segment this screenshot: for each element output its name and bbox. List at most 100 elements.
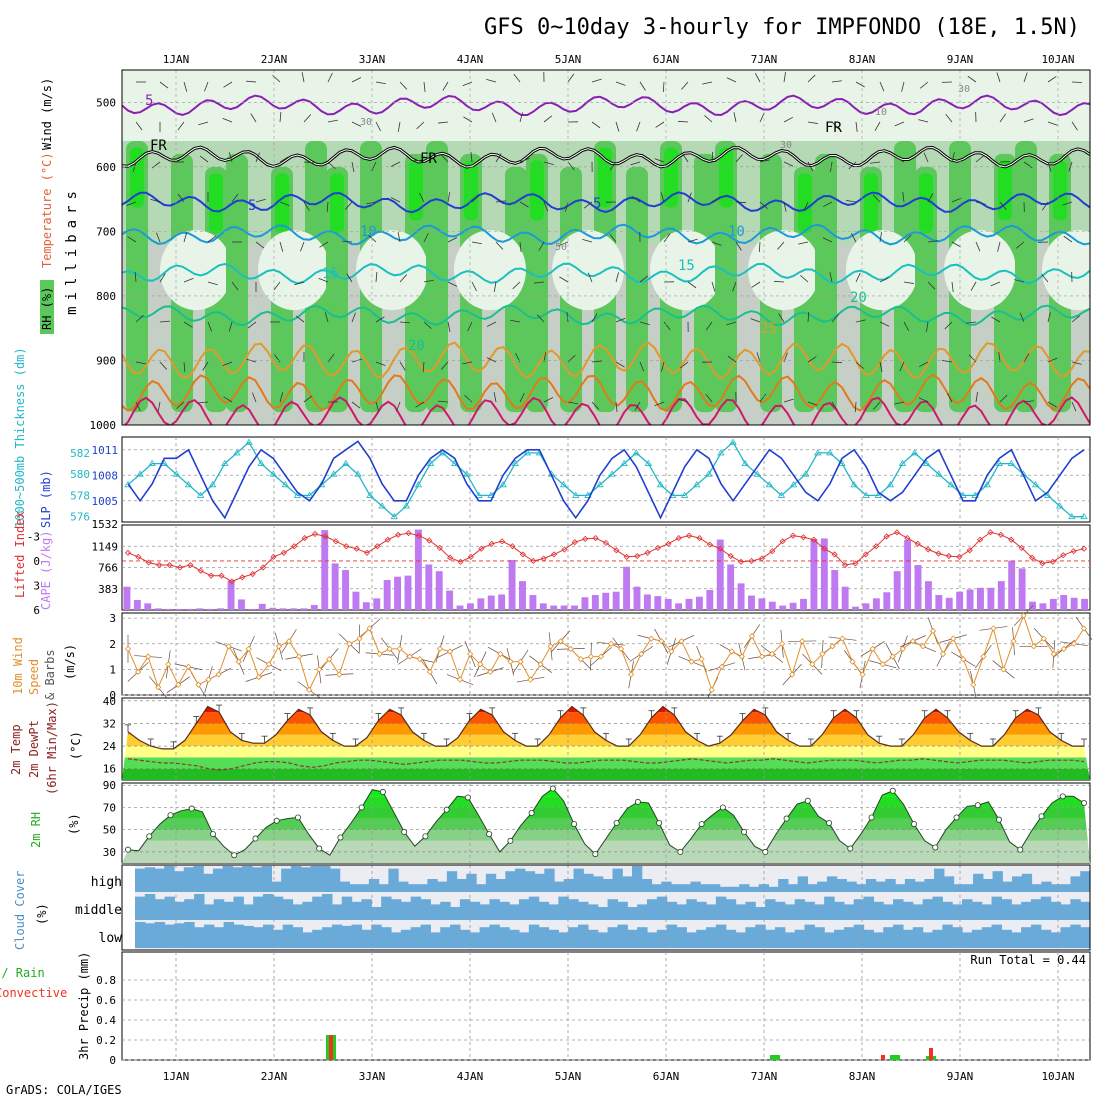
cloud-bar [1030,924,1042,948]
wind-speed-point [356,635,363,642]
upper-wind-barb [639,81,646,91]
upper-wind-barb [1023,118,1034,123]
upper-wind-barb [654,401,665,407]
cape-bar [956,591,964,610]
upper-wind-barb [735,154,743,163]
upper-wind-barb [419,192,425,203]
upper-wind-barb [422,361,425,372]
date-label-bottom: 8JAN [849,1070,876,1083]
wind-speed-point [467,650,474,658]
cloud-bar [627,929,638,948]
upper-wind-barb [471,241,482,245]
cloud-bar [548,929,559,948]
cloud-bar [768,886,779,892]
upper-wind-barb [346,273,353,283]
li-point [208,572,215,579]
upper-wind-barb [831,401,838,411]
rh-point [1059,793,1066,800]
thickness-point [947,481,955,488]
li-point [831,551,838,558]
wind-speed-point [436,645,444,652]
temp-grid [122,698,1090,780]
cape-bar [654,596,662,610]
upper-wind-barb [135,121,143,131]
wind-speed-point [245,645,252,652]
li-point [374,543,381,550]
upper-wind-barb [159,361,167,370]
cloud-bar [371,907,382,920]
li-point [789,532,797,539]
upper-wind-barb [519,241,522,252]
cloud-bar [631,866,643,892]
rh-dry-pocket [160,230,232,311]
li-point [582,535,589,542]
cloud-bar [430,932,441,948]
cloud-bar [617,924,628,948]
upper-wind-barb [662,81,665,93]
upper-wind-barb [207,321,212,332]
rh-point [804,797,811,804]
date-label-bottom: 6JAN [653,1070,680,1083]
li-point [613,547,620,554]
cape-bar [768,601,776,610]
upper-wind-barb [486,79,497,83]
upper-wind-barb [567,354,576,363]
upper-wind-barb [135,361,146,365]
cloud-bar [1080,927,1090,948]
date-label-bottom: 7JAN [751,1070,778,1083]
cloud-bar [469,901,481,920]
cloud-bar [243,904,254,920]
rh-dry-pocket [1042,230,1090,311]
wind-speed-point [507,658,514,665]
cloud-bar [797,876,808,892]
cloud-bar [361,929,372,948]
isotherm-line [122,304,1090,327]
upper-wind-barb [777,241,785,250]
upper-wind-barb [687,281,697,289]
upper-wind-barb [615,361,625,368]
upper-wind-barb [159,81,169,89]
upper-wind-barb [486,357,497,363]
wind-speed-point [1070,640,1078,647]
precip-convective-bar [329,1035,333,1060]
thickness-point [705,470,713,477]
upper-wind-barb [319,241,329,248]
wind-speed-point [205,676,212,683]
upper-wind-barb [895,156,905,163]
upper-wind-barb [655,121,665,128]
li-point [519,551,526,558]
li-point [592,535,599,542]
rh-point [528,810,535,817]
upper-wind-barb [415,401,425,408]
isotherm-label: 15 [322,266,339,282]
wind-panel: 0 1 2 3 10m Wind Speed & Barbs (m/s) [11,605,1093,703]
wind-speed-point [1020,612,1027,619]
cape-bar [800,598,807,610]
li-tick-label: -3 [27,530,40,543]
upper-wind-barb [470,152,473,163]
thickness-point [789,481,798,488]
upper-wind-barb [927,240,938,243]
cape-bar [362,602,370,610]
temp-tick-label: 40 [103,695,116,708]
cape-bar [279,608,287,610]
cloud-bar [253,896,264,920]
upper-wind-barb [303,395,313,403]
ylabel-wind-a: 10m Wind [11,637,25,695]
rh-point [932,844,939,851]
rh-tower-core [998,160,1012,221]
upper-wind-barb [944,321,953,330]
thickness-point [366,491,374,498]
cloud-bar [607,899,619,920]
upper-wind-barb [567,73,575,83]
upper-wind-barb [855,319,866,323]
upper-wind-barb [679,361,689,369]
li-point [727,552,734,560]
wind-speed-point [326,656,333,663]
cloud-bar [824,896,835,920]
cape-bar [945,597,953,610]
cloud-bar [922,932,934,948]
rh-tower-core [330,173,344,234]
cloud-bar [883,904,894,920]
upper-wind-barb [631,195,641,203]
